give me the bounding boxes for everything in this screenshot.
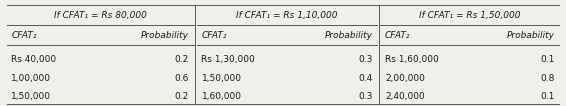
Text: 0.2: 0.2 [175, 55, 189, 64]
Text: 0.8: 0.8 [541, 74, 555, 83]
Text: CFAT₂: CFAT₂ [201, 31, 227, 40]
Text: 0.3: 0.3 [358, 92, 372, 101]
Text: CFAT₂: CFAT₂ [11, 31, 37, 40]
Text: 0.1: 0.1 [541, 55, 555, 64]
Text: CFAT₂: CFAT₂ [385, 31, 410, 40]
Text: Rs 40,000: Rs 40,000 [11, 55, 57, 64]
Text: 1,00,000: 1,00,000 [11, 74, 52, 83]
Text: 0.2: 0.2 [175, 92, 189, 101]
Text: If CFAT₁ = Rs 1,50,000: If CFAT₁ = Rs 1,50,000 [419, 11, 521, 20]
Text: If CFAT₁ = Rs 80,000: If CFAT₁ = Rs 80,000 [54, 11, 147, 20]
Text: 1,50,000: 1,50,000 [201, 74, 242, 83]
Text: Probability: Probability [141, 31, 189, 40]
Text: 2,40,000: 2,40,000 [385, 92, 424, 101]
Text: 0.3: 0.3 [358, 55, 372, 64]
Text: Probability: Probability [507, 31, 555, 40]
Text: Rs 1,30,000: Rs 1,30,000 [201, 55, 255, 64]
Text: 0.4: 0.4 [358, 74, 372, 83]
Text: If CFAT₁ = Rs 1,10,000: If CFAT₁ = Rs 1,10,000 [236, 11, 338, 20]
Text: 1,60,000: 1,60,000 [201, 92, 242, 101]
Text: 1,50,000: 1,50,000 [11, 92, 52, 101]
Text: 0.1: 0.1 [541, 92, 555, 101]
Text: 0.6: 0.6 [175, 74, 189, 83]
Text: Probability: Probability [324, 31, 372, 40]
Text: 2,00,000: 2,00,000 [385, 74, 424, 83]
Text: Rs 1,60,000: Rs 1,60,000 [385, 55, 439, 64]
